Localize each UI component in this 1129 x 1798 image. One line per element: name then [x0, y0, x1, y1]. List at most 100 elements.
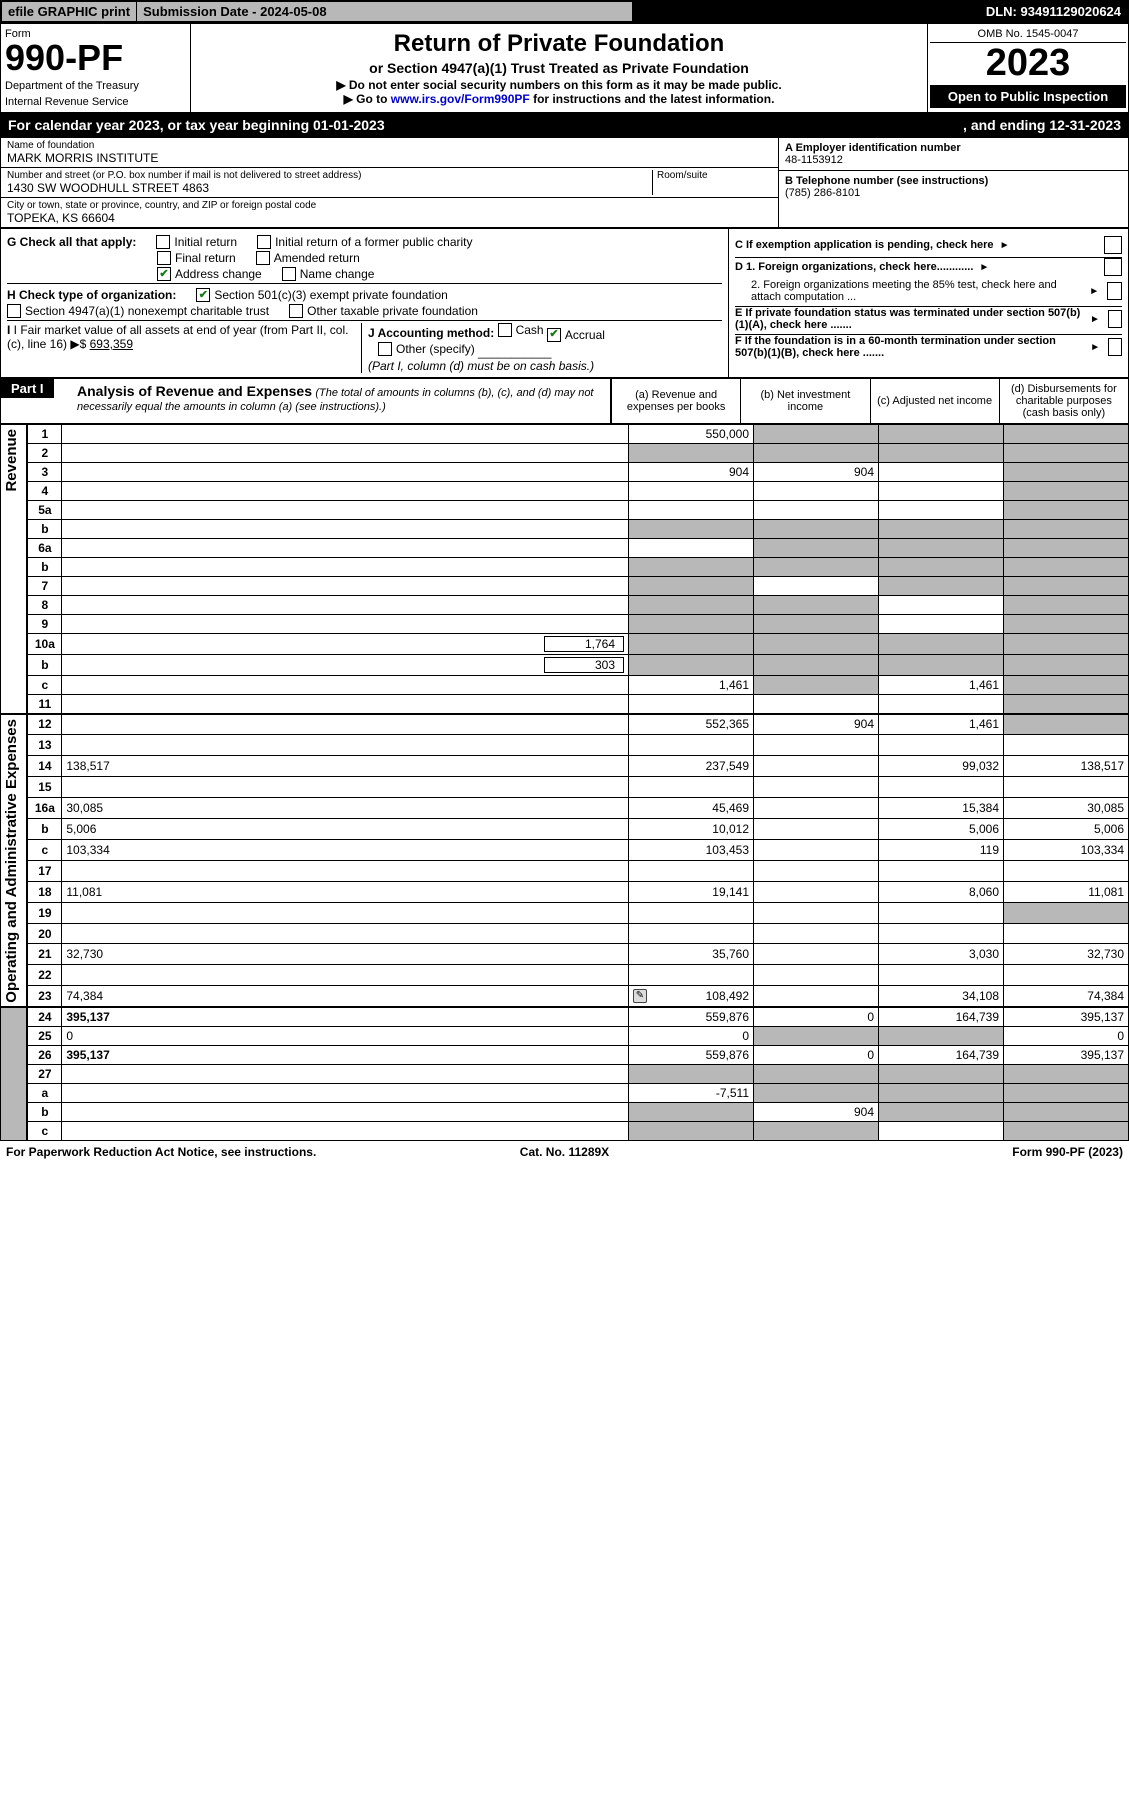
line-desc: [62, 1065, 629, 1084]
cell-a: [629, 1122, 754, 1141]
cell-d: [1004, 557, 1129, 576]
cell-a: [629, 576, 754, 595]
c-checkbox[interactable]: [1104, 236, 1122, 254]
line-num: b: [28, 557, 62, 576]
cell-c: [879, 481, 1004, 500]
cell-b: [754, 694, 879, 713]
cell-c: [879, 654, 1004, 675]
cell-c: [879, 1065, 1004, 1084]
line-desc: 0: [62, 1027, 629, 1046]
line-num: 27: [28, 1065, 62, 1084]
address-change-checkbox[interactable]: [157, 267, 171, 281]
cell-d: [1004, 1084, 1129, 1103]
line-desc: 74,384: [62, 986, 629, 1007]
cell-a: [629, 694, 754, 713]
cell-b: [754, 965, 879, 986]
cell-b: 0: [754, 1046, 879, 1065]
page-footer: For Paperwork Reduction Act Notice, see …: [0, 1141, 1129, 1163]
other-method-checkbox[interactable]: [378, 342, 392, 356]
cash-checkbox[interactable]: [498, 323, 512, 337]
cell-b: 0: [754, 1008, 879, 1027]
cell-a: 237,549: [629, 756, 754, 777]
f-checkbox[interactable]: [1108, 338, 1122, 356]
attachment-icon[interactable]: ✎: [633, 989, 647, 1003]
line-desc: 32,730: [62, 944, 629, 965]
cell-d: [1004, 462, 1129, 481]
cell-c: [879, 500, 1004, 519]
line-num: b: [28, 519, 62, 538]
c-label: C If exemption application is pending, c…: [735, 239, 994, 251]
cell-c: [879, 519, 1004, 538]
cell-c: 119: [879, 839, 1004, 860]
blank-side: [0, 1007, 27, 1141]
accrual-checkbox[interactable]: [547, 328, 561, 342]
cell-b: [754, 424, 879, 443]
part1-title: Analysis of Revenue and Expenses: [77, 383, 312, 399]
cell-d: [1004, 576, 1129, 595]
cell-c: [879, 1122, 1004, 1141]
line-desc: [62, 595, 629, 614]
submission-date: Submission Date - 2024-05-08: [137, 2, 632, 21]
amended-return-checkbox[interactable]: [256, 251, 270, 265]
i-label: I: [7, 323, 14, 337]
cell-d: 11,081: [1004, 881, 1129, 902]
line-num: b: [28, 654, 62, 675]
d1-checkbox[interactable]: [1104, 258, 1122, 276]
cell-a: [629, 614, 754, 633]
initial-return-checkbox[interactable]: [156, 235, 170, 249]
cell-a: [629, 443, 754, 462]
line-num: c: [28, 839, 62, 860]
d2-checkbox[interactable]: [1107, 282, 1122, 300]
cell-c: [879, 923, 1004, 944]
line-desc: [62, 538, 629, 557]
col-c-hdr: (c) Adjusted net income: [870, 379, 999, 423]
cell-d: [1004, 694, 1129, 713]
line-num: 23: [28, 986, 62, 1007]
line-desc: [62, 735, 629, 756]
line-desc: [62, 1084, 629, 1103]
part1-header-row: Part I Analysis of Revenue and Expenses …: [0, 378, 1129, 424]
cell-c: 1,461: [879, 714, 1004, 735]
line-desc: [62, 777, 629, 798]
cell-d: 138,517: [1004, 756, 1129, 777]
col-d-hdr: (d) Disbursements for charitable purpose…: [999, 379, 1128, 423]
4947a1-checkbox[interactable]: [7, 304, 21, 318]
initial-former-checkbox[interactable]: [257, 235, 271, 249]
cell-c: 164,739: [879, 1046, 1004, 1065]
final-return-checkbox[interactable]: [157, 251, 171, 265]
e-checkbox[interactable]: [1108, 310, 1122, 328]
cell-b: [754, 819, 879, 840]
cell-b: 904: [754, 1103, 879, 1122]
line-desc: [62, 481, 629, 500]
form-header: Form 990-PF Department of the Treasury I…: [0, 23, 1129, 113]
line-num: 2: [28, 443, 62, 462]
line-num: 8: [28, 595, 62, 614]
cell-a: [629, 860, 754, 881]
cell-b: [754, 860, 879, 881]
city-hdr: City or town, state or province, country…: [7, 200, 772, 211]
line-num: 11: [28, 694, 62, 713]
cell-d: [1004, 481, 1129, 500]
cell-a: [629, 735, 754, 756]
line-num: 13: [28, 735, 62, 756]
cell-a: 35,760: [629, 944, 754, 965]
form990pf-link[interactable]: www.irs.gov/Form990PF: [391, 92, 530, 106]
line-desc: [62, 923, 629, 944]
line-num: 10a: [28, 633, 62, 654]
ein-label: A Employer identification number: [785, 142, 1122, 154]
other-taxable-checkbox[interactable]: [289, 304, 303, 318]
cell-b: [754, 576, 879, 595]
cell-a: 559,876: [629, 1046, 754, 1065]
cell-d: [1004, 424, 1129, 443]
footer-right: Form 990-PF (2023): [751, 1145, 1123, 1159]
501c3-checkbox[interactable]: [196, 288, 210, 302]
line-num: 16a: [28, 798, 62, 819]
revenue-table: 1550,0002390490445ab6ab78910a1,764b303c1…: [27, 424, 1129, 714]
cell-d: [1004, 1122, 1129, 1141]
line-num: c: [28, 1122, 62, 1141]
line-desc: [62, 462, 629, 481]
line-num: 4: [28, 481, 62, 500]
cell-a: -7,511: [629, 1084, 754, 1103]
form-number: 990-PF: [5, 40, 186, 76]
name-change-checkbox[interactable]: [282, 267, 296, 281]
